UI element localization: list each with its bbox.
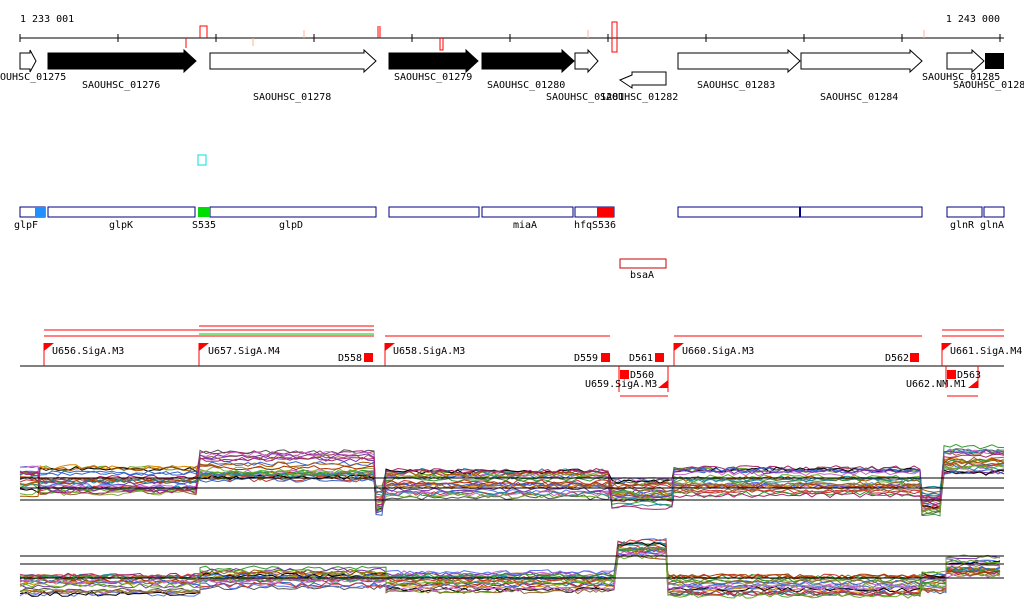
tu-label: U659.SigA.M3 <box>585 379 657 390</box>
small-feature-box <box>197 154 207 166</box>
tu-label: U658.SigA.M3 <box>393 346 465 357</box>
signal-line <box>19 443 1005 517</box>
expression-track-lower <box>19 538 1004 599</box>
gene-label: SAOUHSC_01284 <box>820 92 898 103</box>
signal-line <box>19 449 1005 512</box>
annotation-label: glnR <box>950 220 975 231</box>
signal-line <box>19 547 1001 585</box>
gene-label: SAOUHSC_01279 <box>394 72 472 83</box>
tu-label: U657.SigA.M4 <box>208 346 280 357</box>
annotation-track: glpF glpK S535 glpD miaA hfq S536 glnR g… <box>14 206 1005 281</box>
gene-label: SAOUHSC_01276 <box>82 80 160 91</box>
gene-label: SAOUHSC_01282 <box>600 92 678 103</box>
signal-line <box>19 453 1005 510</box>
gene-arrow[interactable] <box>677 48 801 74</box>
gene-label: SAOUHSC_01280 <box>487 80 565 91</box>
signal-line <box>19 538 1001 596</box>
signal-group <box>19 538 1004 599</box>
annotation-label: glnA <box>980 220 1004 231</box>
terminator-label: D558 <box>338 353 362 364</box>
gene-label: SAOUHSC_01285 <box>922 72 1000 83</box>
signal-line <box>19 554 1001 599</box>
gene-label: OUHSC_01275 <box>0 72 66 83</box>
terminator-label: D561 <box>629 353 653 364</box>
terminator-label: D562 <box>885 353 909 364</box>
terminator-label: D560 <box>630 370 654 381</box>
expression-track-upper <box>19 443 1005 517</box>
annotation-label: S535 <box>192 220 216 231</box>
transcription-units-track: U656.SigA.M3 U657.SigA.M4 U658.SigA.M3 U… <box>20 325 1022 397</box>
gene-track: OUHSC_01275 SAOUHSC_01276 SAOUHSC_01278 … <box>0 48 1024 103</box>
gene-arrow[interactable] <box>800 48 923 74</box>
tu-label: U662.NM.M1 <box>906 379 966 390</box>
terminator-label: D559 <box>574 353 598 364</box>
gene-label: SAOUHSC_0128 <box>953 80 1024 91</box>
gene-arrow[interactable] <box>388 48 479 74</box>
annotation-label: hfq <box>574 220 592 231</box>
annotation-label: glpK <box>109 220 133 231</box>
tu-label: U660.SigA.M3 <box>682 346 754 357</box>
signal-line <box>19 546 1001 595</box>
gene-label: SAOUHSC_01283 <box>697 80 775 91</box>
terminator-label: D563 <box>957 370 981 381</box>
annotation-label: glpD <box>279 220 303 231</box>
gene-arrow[interactable] <box>19 49 37 73</box>
gene-label: SAOUHSC_01281 <box>546 92 624 103</box>
tu-label: U656.SigA.M3 <box>52 346 124 357</box>
signal-line <box>19 459 1005 507</box>
annotation-label: miaA <box>513 220 537 231</box>
coord-end: 1 243 000 <box>946 14 1000 25</box>
signal-line <box>19 456 1005 513</box>
coordinate-ruler: 1 233 001 1 243 000 <box>19 14 1004 53</box>
feature-label: bsaA <box>630 270 654 281</box>
gene-arrow[interactable] <box>47 48 197 74</box>
signal-line <box>19 541 1000 597</box>
annotation-label: glpF <box>14 220 38 231</box>
gene-arrow[interactable] <box>574 48 599 74</box>
signal-line <box>19 448 1005 503</box>
signal-line <box>19 551 1001 593</box>
gene-arrow[interactable] <box>618 71 667 89</box>
coord-start: 1 233 001 <box>20 14 74 25</box>
gene-arrow[interactable] <box>481 48 575 74</box>
annotation-label: S536 <box>592 220 616 231</box>
gene-arrow[interactable] <box>946 48 985 74</box>
gene-arrow[interactable] <box>209 48 377 74</box>
signal-line <box>19 551 1001 597</box>
tu-label: U661.SigA.M4 <box>950 346 1022 357</box>
gene-arrow[interactable] <box>985 53 1004 69</box>
gene-label: SAOUHSC_01278 <box>253 92 331 103</box>
